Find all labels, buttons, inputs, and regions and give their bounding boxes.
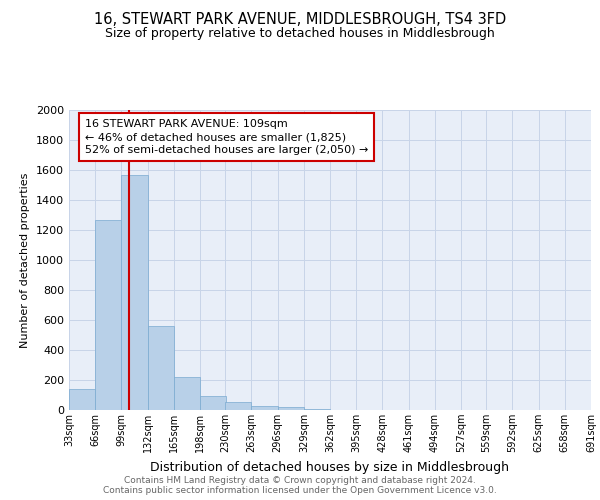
Bar xyxy=(304,409,330,410)
X-axis label: Distribution of detached houses by size in Middlesbrough: Distribution of detached houses by size … xyxy=(151,460,509,473)
Text: 16 STEWART PARK AVENUE: 109sqm
← 46% of detached houses are smaller (1,825)
52% : 16 STEWART PARK AVENUE: 109sqm ← 46% of … xyxy=(85,119,368,156)
Y-axis label: Number of detached properties: Number of detached properties xyxy=(20,172,31,348)
Bar xyxy=(69,389,95,410)
Text: Contains HM Land Registry data © Crown copyright and database right 2024.
Contai: Contains HM Land Registry data © Crown c… xyxy=(103,476,497,495)
Text: 16, STEWART PARK AVENUE, MIDDLESBROUGH, TS4 3FD: 16, STEWART PARK AVENUE, MIDDLESBROUGH, … xyxy=(94,12,506,28)
Bar xyxy=(95,220,121,410)
Bar xyxy=(278,408,304,410)
Bar xyxy=(174,377,200,410)
Bar xyxy=(148,326,174,410)
Bar xyxy=(200,396,226,410)
Bar xyxy=(225,402,251,410)
Bar xyxy=(121,174,148,410)
Bar xyxy=(251,406,278,410)
Text: Size of property relative to detached houses in Middlesbrough: Size of property relative to detached ho… xyxy=(105,28,495,40)
